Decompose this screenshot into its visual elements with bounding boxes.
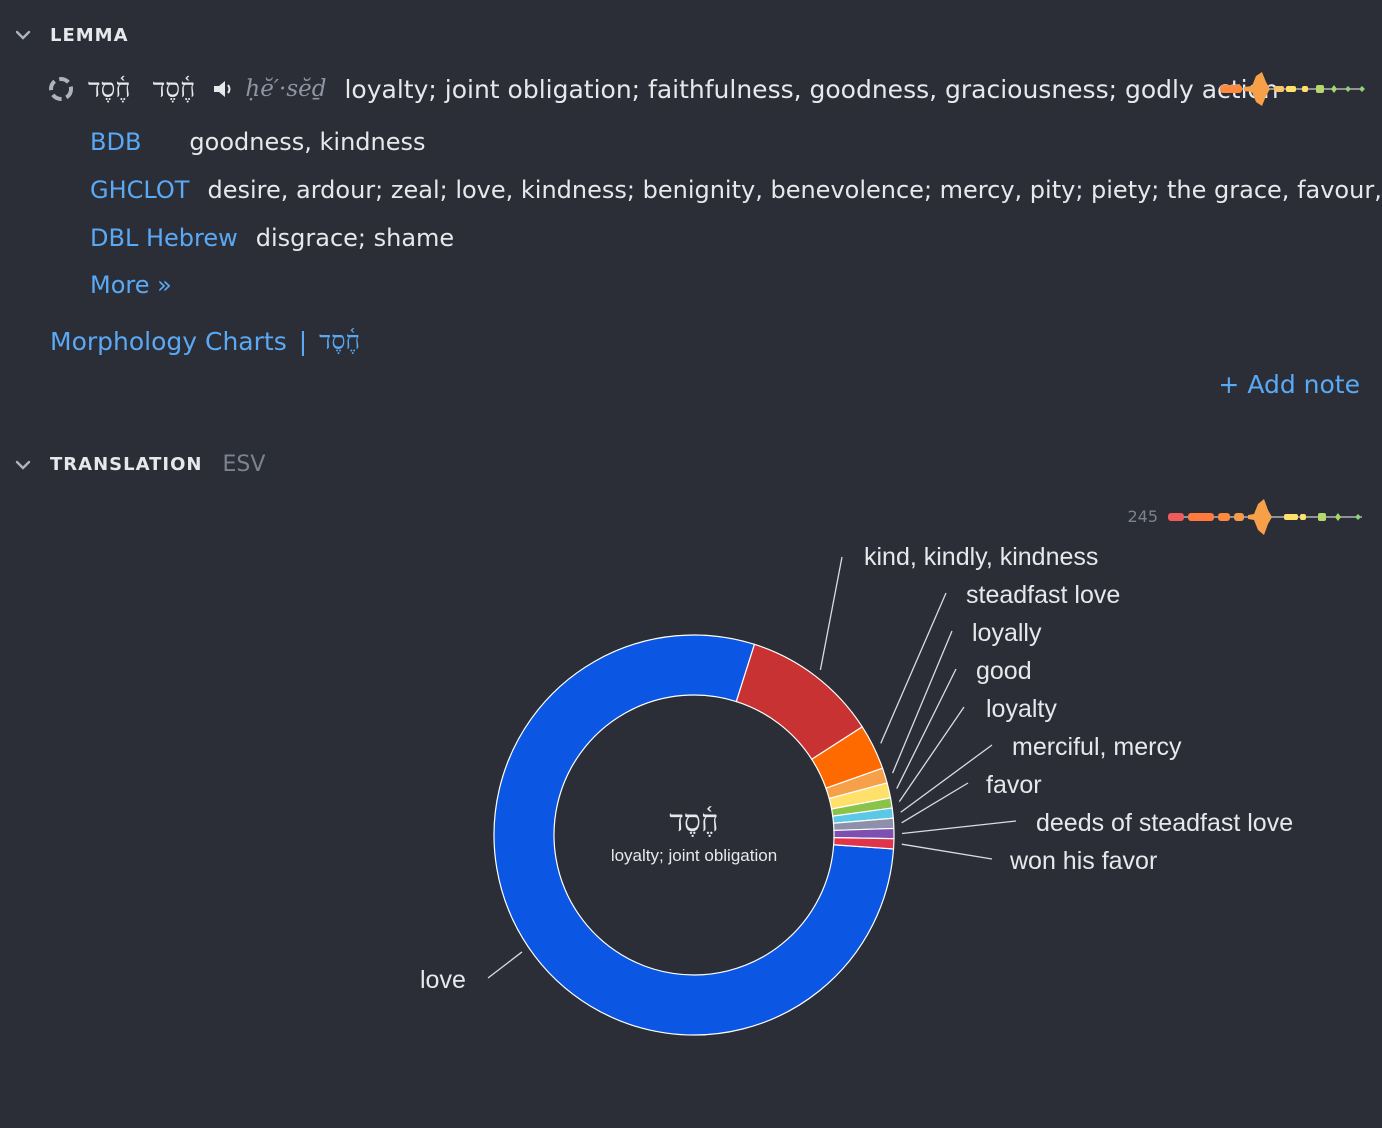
translation-version[interactable]: ESV [222,452,266,477]
chevron-down-icon[interactable] [12,454,34,476]
lexicon-link-bdb[interactable]: BDB [90,128,142,156]
slice-label-7[interactable]: favor [986,771,1042,799]
more-lexicons-link[interactable]: More » [90,271,172,299]
loading-spinner-icon [49,77,73,101]
distribution-sparkline-icon[interactable] [1166,496,1366,538]
morphology-charts-link[interactable]: Morphology Charts [50,326,287,356]
slice-label-2[interactable]: steadfast love [966,581,1120,609]
morphology-charts-row: Morphology Charts | חֶ֫סֶד [50,326,360,356]
distribution-sparkline-icon[interactable] [1218,68,1368,110]
leader-line-9 [901,843,993,860]
lexicon-entry-bdb: BDB goodness, kindness [90,128,426,156]
chevron-down-icon[interactable] [12,24,34,46]
slice-label-6[interactable]: merciful, mercy [1012,733,1182,761]
lexicon-link-dbl-hebrew[interactable]: DBL Hebrew [90,224,238,252]
translation-section-title: TRANSLATION [50,454,203,475]
leader-line-8 [901,820,1017,835]
lexicon-entry-ghclot: GHCLOT desire, ardour; zeal; love, kindn… [90,176,1382,204]
separator: | [298,326,308,356]
donut-slice-9[interactable] [833,836,895,850]
add-note-button[interactable]: + Add note [1218,370,1360,399]
translation-section-header[interactable]: TRANSLATION ESV [12,452,265,477]
chart-center-hebrew: חֶ֫סֶד [669,804,719,839]
lexicon-link-ghclot[interactable]: GHCLOT [90,176,190,204]
lemma-gloss: loyalty; joint obligation; faithfulness,… [344,74,1279,104]
leader-line-5 [898,706,965,803]
leader-line-3 [891,630,953,774]
lemma-hebrew-pointed: חֶ֫סֶד [152,74,196,104]
leader-line-1 [819,556,843,670]
occurrence-count: 245 [1127,507,1158,526]
slice-label-1[interactable]: kind, kindly, kindness [864,543,1098,571]
chart-center-gloss: loyalty; joint obligation [610,846,778,865]
lexicon-definition: desire, ardour; zeal; love, kindness; be… [207,176,1382,204]
slice-label-5[interactable]: loyalty [986,695,1057,723]
lemma-section-header[interactable]: LEMMA [12,24,129,46]
leader-line-4 [896,668,957,789]
morphology-hebrew-link[interactable]: חֶ֫סֶד [319,326,361,355]
donut-slice-0[interactable] [493,634,895,1036]
lexicon-definition: goodness, kindness [189,128,426,156]
slice-label-4[interactable]: good [976,657,1032,685]
slice-label-3[interactable]: loyally [972,619,1042,647]
slice-label-9[interactable]: won his favor [1009,847,1157,875]
leader-line-2 [880,592,947,744]
lemma-hebrew: חֶ֫סֶד [88,74,131,104]
lexicon-entry-dbl-hebrew: DBL Hebrew disgrace; shame [90,224,454,252]
lemma-headline: חֶ֫סֶד חֶ֫סֶד ḥĕ′·sĕḏ loyalty; joint obl… [48,70,1279,108]
slice-label-8[interactable]: deeds of steadfast love [1036,809,1293,837]
leader-line-7 [901,782,969,824]
lemma-section-title: LEMMA [50,24,129,46]
leader-line-0 [487,951,523,979]
speaker-icon[interactable] [211,78,237,100]
lexicon-definition: disgrace; shame [255,224,455,252]
slice-label-0[interactable]: love [420,966,466,994]
leader-line-6 [900,744,993,813]
lemma-transliteration: ḥĕ′·sĕḏ [245,76,327,102]
